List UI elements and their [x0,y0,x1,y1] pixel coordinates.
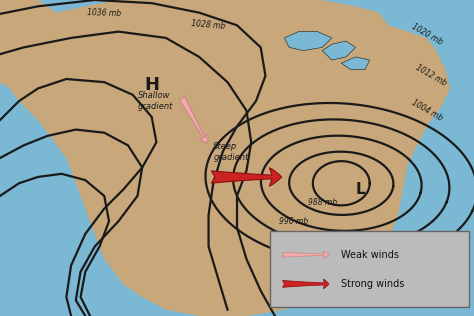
Text: H: H [144,76,159,94]
Text: 1012 mb: 1012 mb [414,64,448,88]
Polygon shape [284,32,332,51]
Text: 988 mb: 988 mb [308,198,337,207]
Text: Shallow
gradient: Shallow gradient [137,91,173,111]
Text: 996 mb: 996 mb [279,217,309,226]
Text: 1004 mb: 1004 mb [410,98,444,123]
Polygon shape [322,41,356,60]
Text: Steep
gradient: Steep gradient [213,142,249,162]
Text: 1036 mb: 1036 mb [87,8,121,18]
Text: L: L [356,182,365,197]
Text: Weak winds: Weak winds [341,250,399,260]
Text: 1028 mb: 1028 mb [191,19,226,31]
Polygon shape [341,57,370,70]
Text: Strong winds: Strong winds [341,279,405,289]
Text: 1020 mb: 1020 mb [410,22,444,47]
Polygon shape [0,0,450,316]
FancyBboxPatch shape [270,231,469,307]
